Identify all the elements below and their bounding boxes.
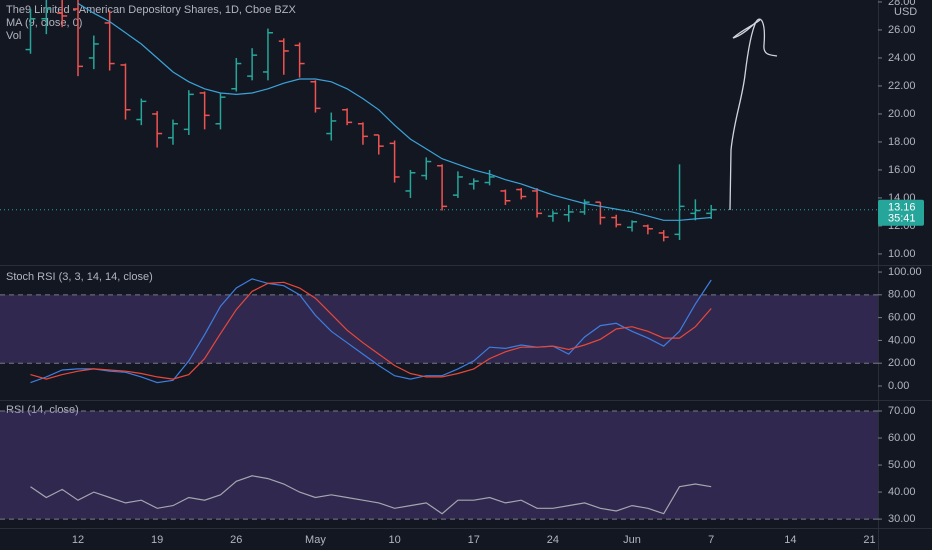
x-tick-label: Jun — [623, 534, 641, 546]
ma-legend: MA (9, close, 0) — [6, 17, 82, 29]
y-tick-label: 22.00 — [888, 80, 916, 92]
pane — [25, 0, 717, 242]
y-tick-label: 80.00 — [888, 289, 916, 301]
currency-label: USD — [894, 6, 917, 18]
y-tick-label: 26.00 — [888, 24, 916, 36]
y-tick-label: 20.00 — [888, 108, 916, 120]
x-tick-label: 19 — [151, 534, 163, 546]
x-tick-label: 14 — [784, 534, 796, 546]
pane — [0, 278, 878, 384]
series-line — [77, 2, 712, 221]
x-tick-label: 10 — [388, 534, 400, 546]
y-tick-label: 30.00 — [888, 513, 916, 525]
x-tick-label: 12 — [72, 534, 84, 546]
y-tick-label: 100.00 — [888, 266, 922, 278]
y-tick-label: 20.00 — [888, 357, 916, 369]
y-tick-label: 60.00 — [888, 432, 916, 444]
x-tick-label: 26 — [230, 534, 242, 546]
y-tick-label: 40.00 — [888, 486, 916, 498]
y-tick-label: 24.00 — [888, 52, 916, 64]
band-fill — [0, 410, 878, 520]
countdown-label: 35:41 — [888, 213, 916, 225]
y-tick-label: 10.00 — [888, 248, 916, 260]
y-tick-label: 50.00 — [888, 459, 916, 471]
series-line — [30, 281, 712, 380]
y-tick-label: 70.00 — [888, 405, 916, 417]
last-price-label: 13.16 — [888, 202, 916, 214]
y-tick-label: 40.00 — [888, 334, 916, 346]
volume-legend: Vol — [6, 30, 21, 42]
y-tick-label: 18.00 — [888, 136, 916, 148]
y-tick-label: 28.00 — [888, 0, 916, 8]
hand-drawn-annotation — [729, 18, 778, 211]
series-line — [30, 475, 712, 515]
rsi-legend: RSI (14, close) — [6, 404, 79, 416]
x-tick-label: 21 — [863, 534, 875, 546]
stoch-legend: Stoch RSI (3, 3, 14, 14, close) — [6, 271, 153, 283]
band-fill — [0, 294, 878, 364]
pane — [0, 410, 878, 520]
symbol-title: The9 Limited - American Depository Share… — [6, 4, 296, 16]
x-tick-label: 17 — [468, 534, 480, 546]
y-tick-label: 0.00 — [888, 380, 909, 392]
x-tick-label: 24 — [547, 534, 559, 546]
x-tick-label: 7 — [708, 534, 714, 546]
last-price-box — [878, 199, 924, 226]
y-tick-label: 16.00 — [888, 164, 916, 176]
y-tick-label: 60.00 — [888, 312, 916, 324]
x-tick-label: May — [305, 534, 326, 546]
series-line — [30, 278, 712, 384]
